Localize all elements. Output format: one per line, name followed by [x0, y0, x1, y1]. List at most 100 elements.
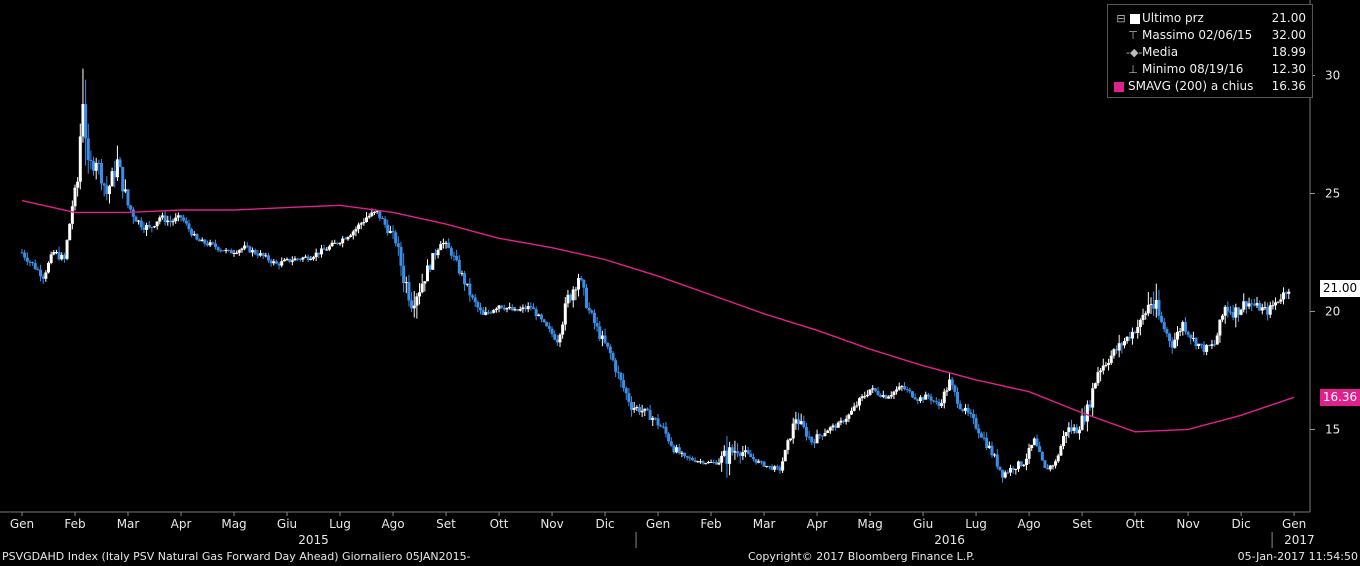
candle-body	[645, 408, 649, 411]
candle-body	[380, 218, 384, 220]
candle-body	[171, 221, 175, 223]
candle-body	[757, 461, 761, 463]
candle-body	[1112, 349, 1116, 356]
candle-body	[367, 215, 371, 218]
candle-body	[412, 305, 416, 309]
candle-body	[60, 254, 64, 260]
candle-body	[1038, 446, 1042, 453]
candle-body	[1191, 337, 1195, 339]
candle-body	[640, 410, 644, 413]
candle-body	[28, 261, 32, 263]
candle-body	[929, 396, 933, 401]
candle-body	[637, 407, 641, 413]
candle-body	[219, 250, 223, 252]
candle-body	[611, 353, 615, 361]
candle-body	[1194, 337, 1198, 346]
candle-body	[1276, 301, 1280, 303]
candle-body	[598, 326, 602, 340]
candle-body	[1035, 438, 1039, 447]
candle-body	[31, 261, 35, 264]
candle-body	[261, 253, 265, 256]
candle-body	[990, 445, 994, 456]
candle-body	[979, 433, 983, 438]
candle-body	[688, 457, 692, 459]
candle-body	[441, 243, 445, 245]
candle-body	[1239, 309, 1243, 315]
candle-body	[1210, 344, 1214, 346]
candle-body	[600, 335, 604, 340]
candle-body	[582, 279, 586, 288]
candle-body	[129, 205, 133, 210]
collapse-icon[interactable]: ⊟	[1116, 12, 1126, 25]
x-month-label: Ago	[1017, 517, 1040, 531]
candle-body	[871, 388, 875, 390]
candle-body	[68, 223, 72, 241]
candle-body	[396, 243, 400, 247]
legend-label: Media	[1142, 45, 1179, 59]
x-month-label: Apr	[171, 517, 192, 531]
candle-body	[439, 244, 443, 251]
candle-body	[1064, 432, 1068, 437]
candle-body	[905, 389, 909, 391]
candle-body	[399, 246, 403, 266]
candle-body	[749, 453, 753, 458]
candle-body	[243, 245, 247, 249]
candle-body	[1019, 461, 1023, 466]
candle-body	[1186, 331, 1190, 335]
y-tick-label: 20	[1325, 304, 1340, 318]
candle-body	[1096, 372, 1100, 384]
candle-body	[1178, 330, 1182, 332]
candle-body	[1205, 345, 1209, 352]
candle-body	[982, 437, 986, 439]
candle-body	[834, 425, 838, 428]
candle-body	[78, 136, 82, 182]
candle-body	[910, 391, 914, 398]
x-month-label: Ott	[490, 517, 509, 531]
candle-body	[319, 248, 323, 255]
candle-body	[1122, 341, 1126, 346]
candle-body	[714, 461, 718, 465]
candle-body	[812, 442, 816, 444]
candle-body	[227, 249, 231, 251]
candle-body	[107, 186, 111, 195]
candle-body	[1104, 364, 1108, 366]
candle-body	[730, 447, 734, 453]
candle-body	[49, 254, 53, 263]
candle-body	[661, 426, 665, 428]
candle-body	[857, 398, 861, 406]
legend-row-min: ⊥ Minimo 08/19/16 12.30	[1112, 62, 1308, 78]
x-month-label: Set	[1072, 517, 1092, 531]
candle-body	[1242, 301, 1246, 310]
candle-body	[863, 396, 867, 398]
candle-body	[1218, 319, 1222, 336]
candle-body	[635, 407, 639, 409]
candle-body	[341, 238, 345, 244]
candle-body	[524, 307, 528, 310]
candle-body	[881, 395, 885, 397]
candle-body	[394, 232, 398, 244]
candle-body	[956, 391, 960, 404]
low-marker-icon: ⊥	[1128, 63, 1138, 76]
white-square-icon	[1130, 14, 1140, 24]
candle-body	[1040, 452, 1044, 461]
candle-body	[155, 221, 159, 227]
candle-body	[1260, 307, 1264, 311]
x-year-label: 2015	[298, 533, 329, 547]
candle-body	[1024, 458, 1028, 465]
candle-body	[1255, 303, 1259, 306]
candle-body	[158, 217, 162, 222]
candle-body	[651, 417, 655, 420]
candle-body	[372, 211, 376, 213]
x-month-label: Nov	[1176, 517, 1199, 531]
candle-body	[1173, 339, 1177, 348]
candle-body	[264, 255, 268, 257]
candle-body	[632, 407, 636, 410]
candle-body	[773, 466, 777, 470]
candle-body	[791, 423, 795, 439]
candle-body	[797, 419, 801, 425]
candle-body	[1252, 304, 1256, 306]
candle-body	[1093, 383, 1097, 389]
candle-body	[176, 215, 180, 218]
candle-body	[33, 263, 37, 270]
